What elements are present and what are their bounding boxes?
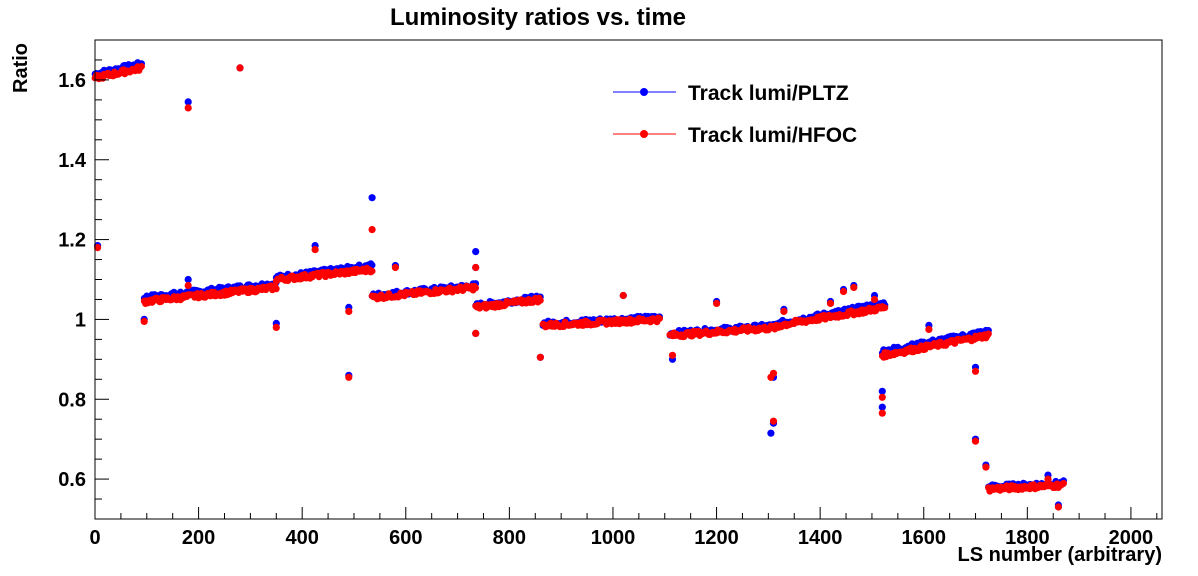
outlier-point: [345, 307, 353, 315]
data-points: [91, 59, 1067, 511]
outlier-point: [870, 295, 879, 304]
series-0: [91, 59, 1067, 509]
y-tick-label: 1.2: [58, 230, 86, 252]
series-1: [91, 63, 1067, 511]
x-tick-label: 400: [285, 527, 318, 549]
x-axis-ticks: 0 200 400 600 800 1000 1200 1400 1600 1800 2000: [89, 507, 1158, 549]
legend-label: Track lumi/HFOC: [688, 124, 857, 147]
plot-frame: [94, 39, 1163, 520]
legend-label: Track lumi/PLTZ: [688, 82, 849, 105]
x-tick-label: 2000: [1109, 527, 1154, 549]
data-point: [656, 315, 663, 322]
outlier-point: [850, 283, 858, 292]
data-point: [1060, 479, 1067, 487]
outlier-point: [971, 437, 980, 445]
outlier-point: [184, 104, 192, 112]
outlier-point: [826, 299, 835, 307]
outlier-point: [345, 373, 353, 381]
outlier-point: [391, 263, 399, 272]
chart-title: Luminosity ratios vs. time: [390, 4, 686, 31]
x-tick-label: 1200: [694, 527, 739, 549]
outlier-point: [368, 226, 376, 234]
y-tick-label: 1.4: [58, 150, 87, 172]
outlier-point: [769, 369, 778, 377]
x-tick-label: 200: [182, 527, 215, 549]
y-tick-label: 1: [75, 309, 86, 331]
x-tick-label: 600: [389, 527, 422, 549]
outlier-point: [368, 194, 376, 202]
outlier-point: [472, 329, 480, 337]
legend-marker: [640, 88, 648, 96]
y-axis-title: Ratio: [10, 43, 32, 93]
outlier-point: [839, 287, 848, 296]
outlier-point: [311, 246, 319, 254]
x-tick-label: 1400: [798, 527, 843, 549]
outlier-point: [878, 393, 886, 401]
outlier-point: [767, 429, 775, 437]
y-tick-label: 1.6: [58, 70, 86, 92]
y-axis-ticks: 0.6 0.8 1 1.2 1.4 1.6: [58, 39, 109, 520]
x-tick-label: 0: [89, 527, 100, 549]
outlier-point: [925, 325, 933, 333]
x-tick-label: 1000: [591, 527, 636, 549]
outlier-point: [982, 463, 990, 471]
y-tick-label: 0.8: [58, 389, 86, 411]
data-point: [272, 285, 280, 293]
legend-marker: [640, 130, 648, 138]
outlier-point: [780, 307, 788, 315]
outlier-point: [536, 353, 545, 361]
outlier-point: [878, 409, 886, 417]
outlier-point: [1054, 503, 1062, 511]
outlier-point: [236, 64, 244, 72]
x-tick-label: 1800: [1005, 527, 1050, 549]
outlier-point: [140, 317, 148, 325]
outlier-point: [769, 417, 778, 425]
data-point: [368, 267, 376, 275]
y-tick-label: 0.6: [58, 469, 86, 491]
data-point: [138, 63, 146, 70]
outlier-point: [472, 263, 480, 272]
data-point: [472, 284, 480, 292]
outlier-point: [713, 299, 721, 307]
data-point: [537, 297, 544, 304]
x-axis-title: LS number (arbitrary): [958, 544, 1162, 566]
outlier-point: [184, 98, 192, 106]
outlier-point: [272, 323, 280, 331]
data-point: [985, 330, 992, 338]
outlier-point: [619, 291, 627, 300]
outlier-point: [184, 281, 192, 290]
legend-item: Track lumi/PLTZ: [613, 82, 849, 105]
outlier-point: [94, 244, 102, 252]
x-tick-label: 800: [493, 527, 526, 549]
outlier-point: [668, 351, 677, 359]
x-tick-label: 1600: [901, 527, 946, 549]
data-point: [881, 304, 889, 312]
outlier-point: [878, 387, 886, 395]
outlier-point: [1044, 475, 1052, 483]
outlier-point: [472, 248, 480, 256]
outlier-point: [971, 367, 980, 375]
outlier-point: [878, 403, 886, 411]
outlier-point: [184, 275, 192, 284]
legend-item: Track lumi/HFOC: [613, 124, 857, 147]
legend: Track lumi/PLTZ Track lumi/HFOC: [613, 82, 857, 147]
